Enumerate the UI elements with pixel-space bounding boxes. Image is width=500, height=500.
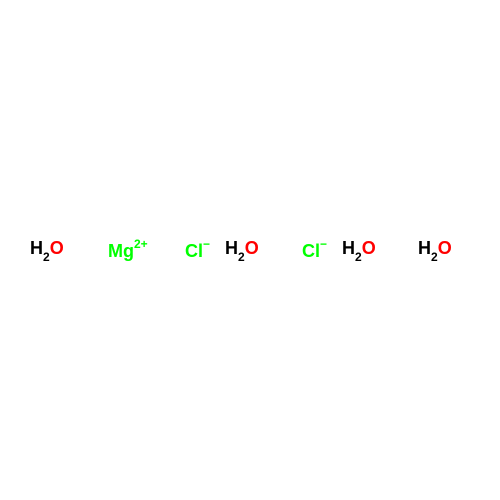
atom-symbol: Mg [108, 241, 134, 261]
subscript: 2 [431, 250, 438, 264]
atom-symbol: O [245, 238, 259, 258]
species-magnesium: Mg2+ [108, 240, 148, 260]
atom-symbol: H [418, 238, 431, 258]
atom-symbol: H [30, 238, 43, 258]
species-water-4: H2O [418, 239, 452, 261]
superscript: − [320, 237, 327, 251]
species-chloride-1: Cl− [185, 240, 210, 260]
species-water-2: H2O [225, 239, 259, 261]
atom-symbol: H [225, 238, 238, 258]
atom-symbol: O [50, 238, 64, 258]
superscript: 2+ [134, 237, 148, 251]
species-chloride-2: Cl− [302, 240, 327, 260]
subscript: 2 [355, 250, 362, 264]
atom-symbol: Cl [185, 241, 203, 261]
superscript: − [203, 237, 210, 251]
atom-symbol: O [438, 238, 452, 258]
subscript: 2 [238, 250, 245, 264]
species-water-3: H2O [342, 239, 376, 261]
structure-canvas: H2OMg2+Cl−H2OCl−H2OH2O [0, 0, 500, 500]
atom-symbol: Cl [302, 241, 320, 261]
atom-symbol: H [342, 238, 355, 258]
species-water-1: H2O [30, 239, 64, 261]
atom-symbol: O [362, 238, 376, 258]
subscript: 2 [43, 250, 50, 264]
